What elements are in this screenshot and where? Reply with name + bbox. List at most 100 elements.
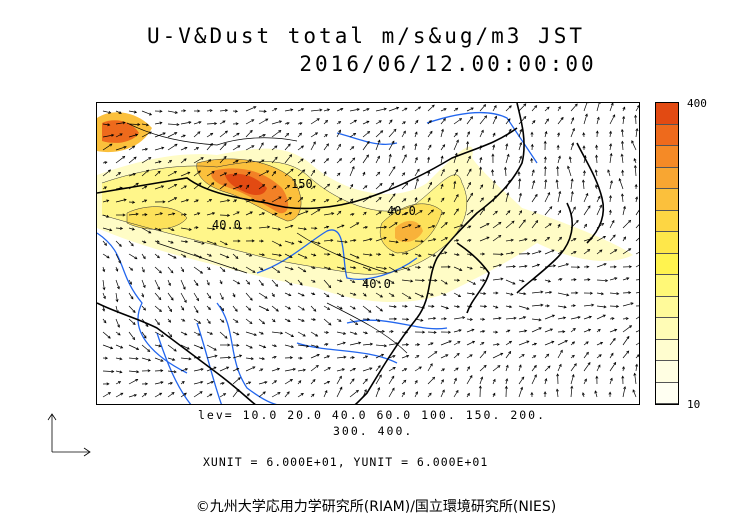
wind-vector-head (313, 141, 316, 145)
wind-vector-head (584, 378, 587, 382)
wind-vector-head (236, 343, 240, 347)
wind-vector (206, 199, 212, 203)
wind-vector-head (364, 185, 368, 189)
wind-vector-head (209, 331, 214, 335)
wind-vector (596, 117, 600, 125)
wind-vector-head (237, 145, 241, 149)
wind-vector-head (378, 374, 382, 378)
wind-vector-head (405, 182, 409, 186)
wind-vector (609, 338, 616, 346)
wind-vector-head (453, 180, 457, 184)
wind-vector-head (534, 105, 538, 109)
wind-vector-head (314, 226, 318, 230)
wind-vector-head (302, 333, 306, 337)
wind-vector-head (440, 183, 444, 187)
wind-vector (375, 330, 385, 333)
wind-vector-head (495, 291, 499, 295)
colorbar-segment (656, 382, 678, 404)
rivers-layer (97, 111, 538, 404)
wind-vector-head (219, 281, 223, 285)
wind-vector (492, 180, 496, 190)
wind-vector (557, 191, 561, 203)
wind-vector-head (338, 210, 342, 214)
wind-vector (193, 131, 201, 138)
wind-vector-head (236, 211, 240, 215)
wind-vector (128, 156, 137, 164)
wind-vector (375, 226, 387, 229)
wind-vector (167, 123, 179, 126)
wind-vector-head (354, 332, 358, 336)
wind-vector-head (236, 132, 240, 136)
wind-vector-head (547, 191, 551, 196)
wind-vector-head (312, 159, 316, 163)
wind-vector (505, 154, 510, 164)
wind-vector-head (338, 253, 342, 256)
wind-vector-head (323, 171, 327, 175)
wind-vector (414, 279, 425, 281)
wind-vector-head (510, 238, 514, 242)
colorbar-segment (656, 339, 678, 361)
wind-vector-head (533, 211, 537, 214)
wind-vector (635, 364, 638, 372)
wind-vector-head (559, 278, 563, 281)
wind-vector (427, 331, 437, 333)
wind-vector-head (104, 161, 108, 165)
wind-vector (492, 195, 497, 203)
wind-vector (297, 305, 305, 311)
wind-vector (622, 116, 625, 125)
wind-vector-head (207, 307, 211, 311)
wind-vector (362, 292, 367, 297)
wind-vector (453, 329, 462, 333)
wind-vector (271, 213, 278, 216)
wind-vector (206, 253, 212, 257)
wind-vector (310, 209, 321, 216)
wind-vector-head (521, 376, 525, 380)
wind-vector (154, 147, 164, 151)
wind-vector-head (106, 255, 110, 259)
wind-vector-head (116, 286, 120, 290)
wind-vector-head (237, 377, 241, 381)
wind-vector (609, 249, 617, 255)
wind-vector (427, 144, 432, 151)
wind-vector-head (350, 198, 354, 202)
wind-vector-head (182, 318, 186, 322)
wind-vector-head (331, 212, 335, 216)
wind-vector-head (507, 118, 511, 122)
colorbar-segment (656, 189, 678, 211)
wind-vector (544, 291, 552, 294)
wind-vector-head (301, 293, 305, 297)
wind-vector (518, 376, 525, 385)
wind-vector-head (467, 366, 470, 370)
wind-vector (401, 224, 412, 229)
wind-vector (167, 370, 177, 373)
wind-vector-head (544, 130, 548, 135)
wind-vector (336, 331, 346, 335)
wind-vector (518, 103, 527, 112)
wind-vector-head (136, 347, 140, 351)
wind-vector (258, 344, 266, 348)
wind-vector (297, 331, 306, 337)
wind-vector (128, 134, 138, 138)
wind-vector-head (414, 142, 418, 147)
wind-vector-head (249, 129, 253, 133)
wind-vector (323, 381, 330, 385)
wind-vector-head (620, 153, 624, 157)
wind-vector-head (211, 171, 215, 174)
wind-vector-head (135, 133, 139, 137)
wind-vector-head (363, 388, 367, 393)
wind-vector (453, 181, 456, 190)
wind-vector-head (635, 363, 639, 367)
wind-vector-head (183, 254, 187, 258)
wind-vector-head (169, 381, 173, 385)
wind-vector (453, 194, 459, 203)
wind-vector (284, 143, 291, 151)
wind-vector (492, 264, 502, 268)
wind-vector (518, 156, 522, 164)
wind-vector-head (316, 118, 320, 122)
wind-vector (219, 227, 225, 230)
wind-vector (414, 131, 418, 138)
wind-vector-head (558, 209, 562, 214)
wind-vector-head (433, 238, 437, 242)
wind-vector-head (469, 304, 473, 308)
wind-vector-head (146, 169, 150, 173)
